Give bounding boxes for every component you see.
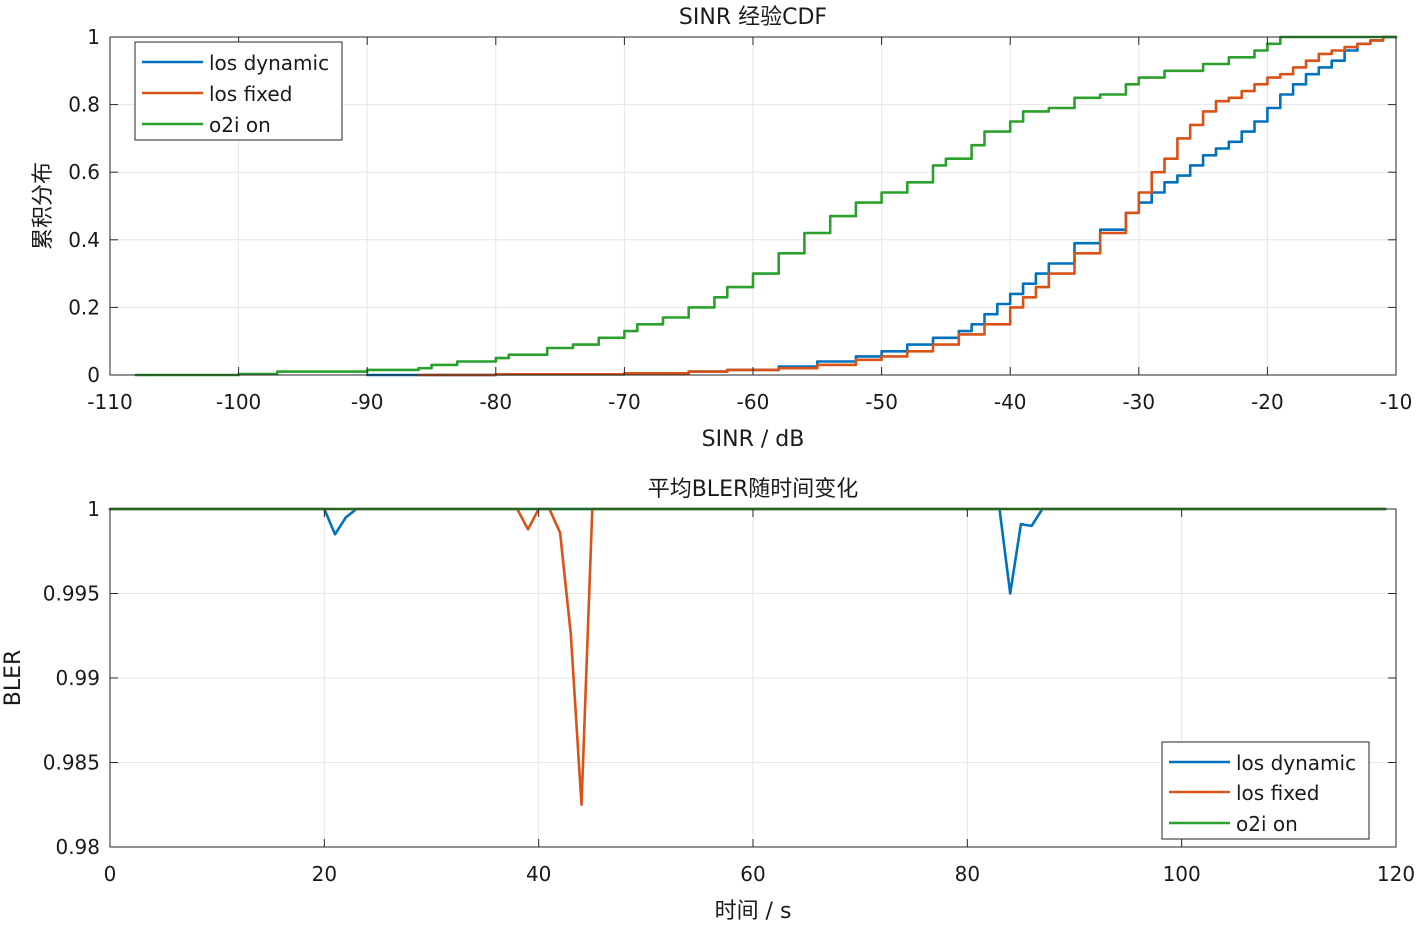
- bler-legend: los dynamic los fixed o2i on: [1161, 741, 1370, 840]
- cdf-y-tick-label: 0.4: [68, 228, 100, 252]
- cdf-x-tick-label: -60: [737, 390, 770, 414]
- bler-title: 平均BLER随时间变化: [648, 477, 859, 502]
- cdf-title: SINR 经验CDF: [679, 5, 827, 30]
- cdf-series-line-o2i-on: [134, 35, 1398, 377]
- bler-y-tick-label: 1: [87, 497, 100, 521]
- cdf-x-tick-label: -90: [351, 390, 384, 414]
- bler-y-label: BLER: [1, 650, 26, 707]
- cdf-y-tick-label: 1: [87, 25, 100, 49]
- bler-axes: 0 20 40 60 80 100 120 0.98 0.985 0.99 0.995 1 平均BL…: [1, 477, 1415, 924]
- cdf-axes: -110 -100 -90 -80 -70 -60 -50 -40 -30 -20 -10 0 0.2…: [31, 5, 1412, 452]
- cdf-x-tick-label: -20: [1251, 390, 1284, 414]
- bler-x-tick-label: 60: [740, 862, 765, 886]
- cdf-legend-label-los-dynamic: los dynamic: [209, 51, 329, 75]
- cdf-y-ticks: 0 0.2 0.4 0.6 0.8 1: [68, 25, 1396, 387]
- bler-series-line-los-fixed: [108, 507, 1387, 806]
- bler-x-tick-label: 0: [104, 862, 117, 886]
- bler-x-tick-label: 120: [1377, 862, 1415, 886]
- cdf-x-tick-label: -40: [994, 390, 1027, 414]
- cdf-x-ticks: -110 -100 -90 -80 -70 -60 -50 -40 -30 -20 -10: [87, 37, 1412, 414]
- bler-x-ticks: 0 20 40 60 80 100 120: [104, 509, 1415, 886]
- cdf-y-tick-label: 0.6: [68, 160, 100, 184]
- cdf-x-label: SINR / dB: [702, 427, 805, 452]
- cdf-x-tick-label: -80: [479, 390, 512, 414]
- cdf-y-label: 累积分布: [31, 162, 56, 250]
- bler-x-tick-label: 100: [1163, 862, 1201, 886]
- bler-x-tick-label: 20: [312, 862, 337, 886]
- bler-legend-label-los-fixed: los fixed: [1236, 781, 1319, 805]
- cdf-y-tick-label: 0: [87, 363, 100, 387]
- cdf-y-tick-label: 0.8: [68, 93, 100, 117]
- cdf-legend-label-o2i-on: o2i on: [209, 113, 271, 137]
- cdf-series-group: [134, 35, 1398, 377]
- cdf-x-tick-label: -100: [216, 390, 261, 414]
- bler-x-tick-label: 80: [955, 862, 980, 886]
- cdf-legend: los dynamic los fixed o2i on: [134, 41, 343, 141]
- cdf-x-tick-label: -50: [865, 390, 898, 414]
- bler-y-tick-label: 0.985: [43, 751, 100, 775]
- bler-y-tick-label: 0.98: [55, 835, 100, 859]
- cdf-y-tick-label: 0.2: [68, 295, 100, 319]
- bler-y-ticks: 0.98 0.985 0.99 0.995 1: [43, 497, 1396, 859]
- bler-y-tick-label: 0.995: [43, 582, 100, 606]
- cdf-x-tick-label: -10: [1380, 390, 1413, 414]
- bler-x-tick-label: 40: [526, 862, 551, 886]
- cdf-legend-label-los-fixed: los fixed: [209, 82, 292, 106]
- cdf-x-tick-label: -70: [608, 390, 641, 414]
- bler-legend-label-los-dynamic: los dynamic: [1236, 751, 1356, 775]
- cdf-series-line-los-fixed: [417, 35, 1398, 377]
- cdf-x-tick-label: -110: [87, 390, 132, 414]
- bler-legend-label-o2i-on: o2i on: [1236, 812, 1298, 836]
- bler-x-label: 时间 / s: [715, 899, 792, 924]
- bler-y-tick-label: 0.99: [55, 666, 100, 690]
- cdf-x-tick-label: -30: [1122, 390, 1155, 414]
